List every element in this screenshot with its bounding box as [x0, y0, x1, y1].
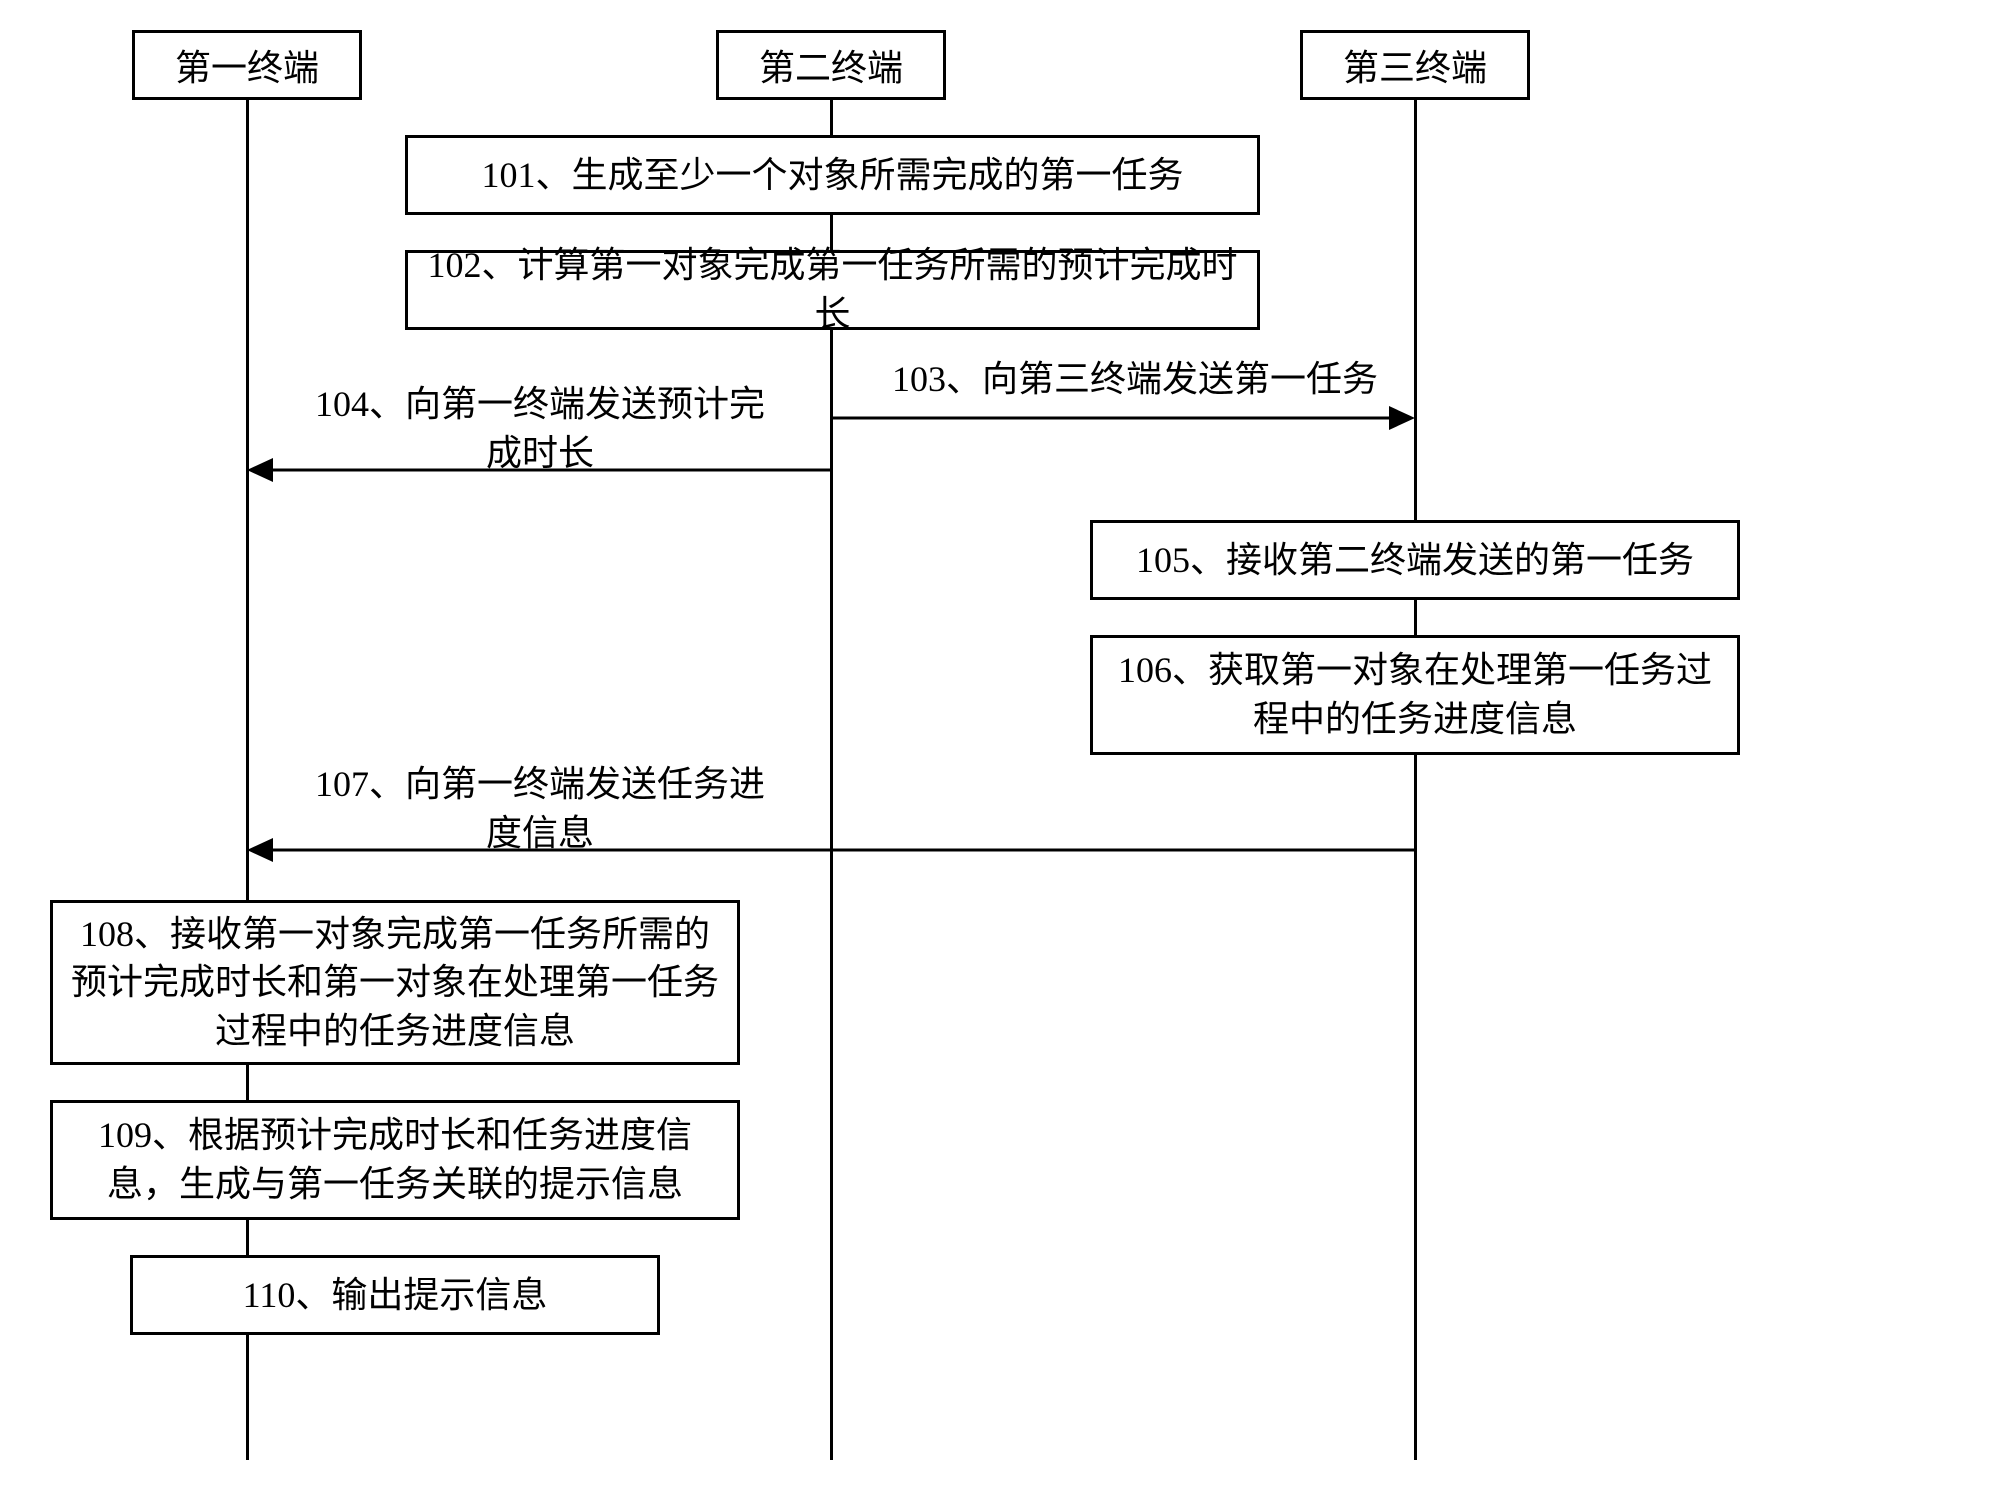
- message-arrow-head-m104: [247, 458, 273, 482]
- step-box-s101: 101、生成至少一个对象所需完成的第一任务: [405, 135, 1260, 215]
- message-arrow-head-m103: [1389, 406, 1415, 430]
- lifeline-t3: [1414, 100, 1417, 1460]
- step-box-s108: 108、接收第一对象完成第一任务所需的预计完成时长和第一对象在处理第一任务过程中…: [50, 900, 740, 1065]
- message-label-m103: 103、向第三终端发送第一任务: [875, 355, 1395, 405]
- step-box-s105: 105、接收第二终端发送的第一任务: [1090, 520, 1740, 600]
- step-label: 101、生成至少一个对象所需完成的第一任务: [481, 151, 1183, 200]
- step-box-s110: 110、输出提示信息: [130, 1255, 660, 1335]
- lifeline-label: 第一终端: [175, 39, 319, 91]
- lifeline-header-t1: 第一终端: [132, 30, 362, 100]
- step-box-s109: 109、根据预计完成时长和任务进度信息，生成与第一任务关联的提示信息: [50, 1100, 740, 1220]
- step-box-s102: 102、计算第一对象完成第一任务所需的预计完成时长: [405, 250, 1260, 330]
- step-label: 105、接收第二终端发送的第一任务: [1136, 536, 1694, 585]
- lifeline-header-t2: 第二终端: [716, 30, 946, 100]
- lifeline-label: 第三终端: [1343, 39, 1487, 91]
- step-label: 110、输出提示信息: [243, 1271, 548, 1320]
- message-arrow-head-m107: [247, 838, 273, 862]
- step-label: 109、根据预计完成时长和任务进度信息，生成与第一任务关联的提示信息: [69, 1111, 721, 1208]
- step-label: 102、计算第一对象完成第一任务所需的预计完成时长: [424, 241, 1241, 338]
- step-box-s106: 106、获取第一对象在处理第一任务过程中的任务进度信息: [1090, 635, 1740, 755]
- step-label: 106、获取第一对象在处理第一任务过程中的任务进度信息: [1109, 646, 1721, 743]
- lifeline-header-t3: 第三终端: [1300, 30, 1530, 100]
- message-label-m107: 107、向第一终端发送任务进度信息: [300, 760, 780, 850]
- lifeline-label: 第二终端: [759, 39, 903, 91]
- message-label-m104: 104、向第一终端发送预计完成时长: [300, 380, 780, 470]
- step-label: 108、接收第一对象完成第一任务所需的预计完成时长和第一对象在处理第一任务过程中…: [69, 910, 721, 1056]
